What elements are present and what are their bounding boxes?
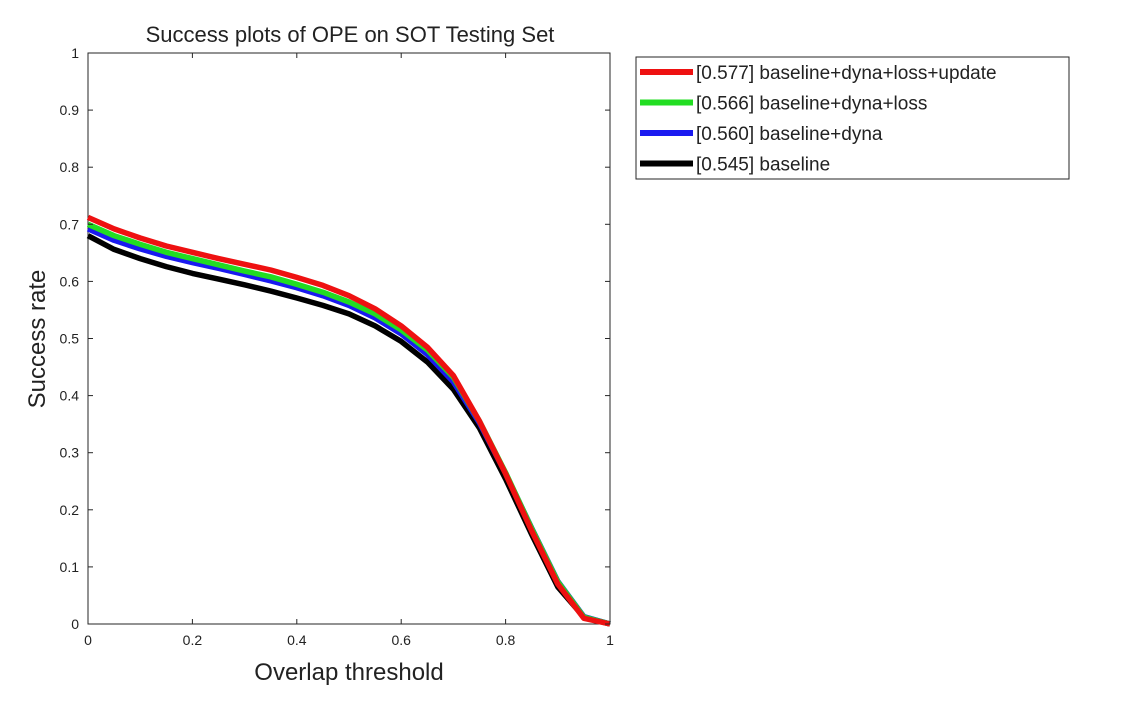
x-tick-label: 0.8 (496, 632, 516, 648)
y-tick-label: 0.7 (60, 216, 80, 232)
y-tick-label: 0.1 (60, 559, 80, 575)
y-tick-label: 0.9 (60, 102, 80, 118)
x-tick-label: 0.6 (391, 632, 411, 648)
tick-layer: 0 0.2 0.4 0.6 0.8 1 0 0.1 0.2 0.3 0.4 0.5 0.6 0.7 0.8 0… (60, 45, 615, 648)
legend-items: [0.577] baseline+dyna+loss+update [0.566]… (640, 63, 997, 176)
y-tick-label: 1 (71, 45, 79, 61)
y-tick-label: 0.3 (60, 445, 80, 461)
legend-label-3: [0.560] baseline+dyna (696, 124, 883, 145)
x-axis-label: Overlap threshold (254, 659, 443, 686)
x-tick-label: 0.2 (183, 632, 203, 648)
y-axis-label: Success rate (24, 270, 51, 409)
x-tick-label: 0 (84, 632, 92, 648)
y-tick-label: 0.6 (60, 273, 80, 289)
y-tick-label: 0 (71, 616, 79, 632)
x-tick-label: 0.4 (287, 632, 307, 648)
y-tick-label: 0.5 (60, 331, 80, 347)
legend-box (635, 56, 1070, 180)
plot-area: 0 0.2 0.4 0.6 0.8 1 0 0.1 0.2 0.3 0.4 0.5 0.6 0.7 0.8 0… (60, 45, 615, 648)
legend-label-4: [0.545] baseline (696, 155, 830, 176)
series-layer (86, 214, 611, 627)
legend: [0.577] baseline+dyna+loss+update [0.566]… (635, 56, 1070, 180)
y-tick-label: 0.2 (60, 502, 80, 518)
x-tick-label: 1 (606, 632, 614, 648)
y-tick-label: 0.4 (60, 388, 80, 404)
chart-title: Success plots of OPE on SOT Testing Set (146, 22, 555, 47)
legend-label-2: [0.566] baseline+dyna+loss (696, 94, 927, 115)
series-line-1 (86, 214, 611, 627)
y-tick-label: 0.8 (60, 159, 80, 175)
axes-box (87, 52, 611, 625)
legend-label-1: [0.577] baseline+dyna+loss+update (696, 63, 997, 84)
